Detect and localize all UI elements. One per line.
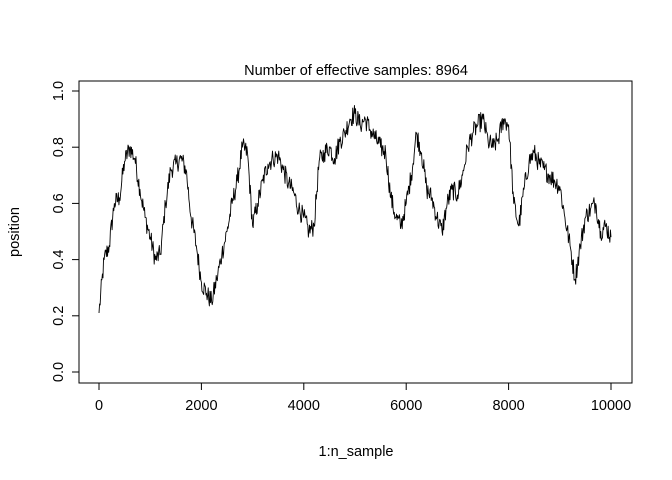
y-tick-label: 0.2 — [51, 306, 67, 326]
chart-title: Number of effective samples: 8964 — [244, 63, 468, 79]
x-tick-label: 2000 — [185, 398, 217, 414]
y-tick-label: 0.8 — [51, 137, 67, 157]
x-axis-label: 1:n_sample — [319, 444, 394, 460]
y-tick-label: 0.4 — [51, 250, 67, 270]
x-tick-label: 0 — [95, 398, 103, 414]
y-tick-label: 0.0 — [51, 362, 67, 382]
series-line — [98, 105, 612, 314]
x-tick-label: 10000 — [591, 398, 631, 414]
x-tick-label: 8000 — [492, 398, 524, 414]
y-axis: 0.0 0.2 0.4 0.6 0.8 1.0 — [51, 81, 80, 382]
x-axis: 0 2000 4000 6000 8000 10000 — [95, 382, 631, 414]
series-layer — [98, 105, 612, 314]
x-tick-label: 4000 — [288, 398, 320, 414]
y-tick-label: 0.6 — [51, 193, 67, 213]
x-tick-label: 6000 — [390, 398, 422, 414]
y-axis-label: position — [7, 207, 23, 257]
y-tick-label: 1.0 — [51, 81, 67, 101]
